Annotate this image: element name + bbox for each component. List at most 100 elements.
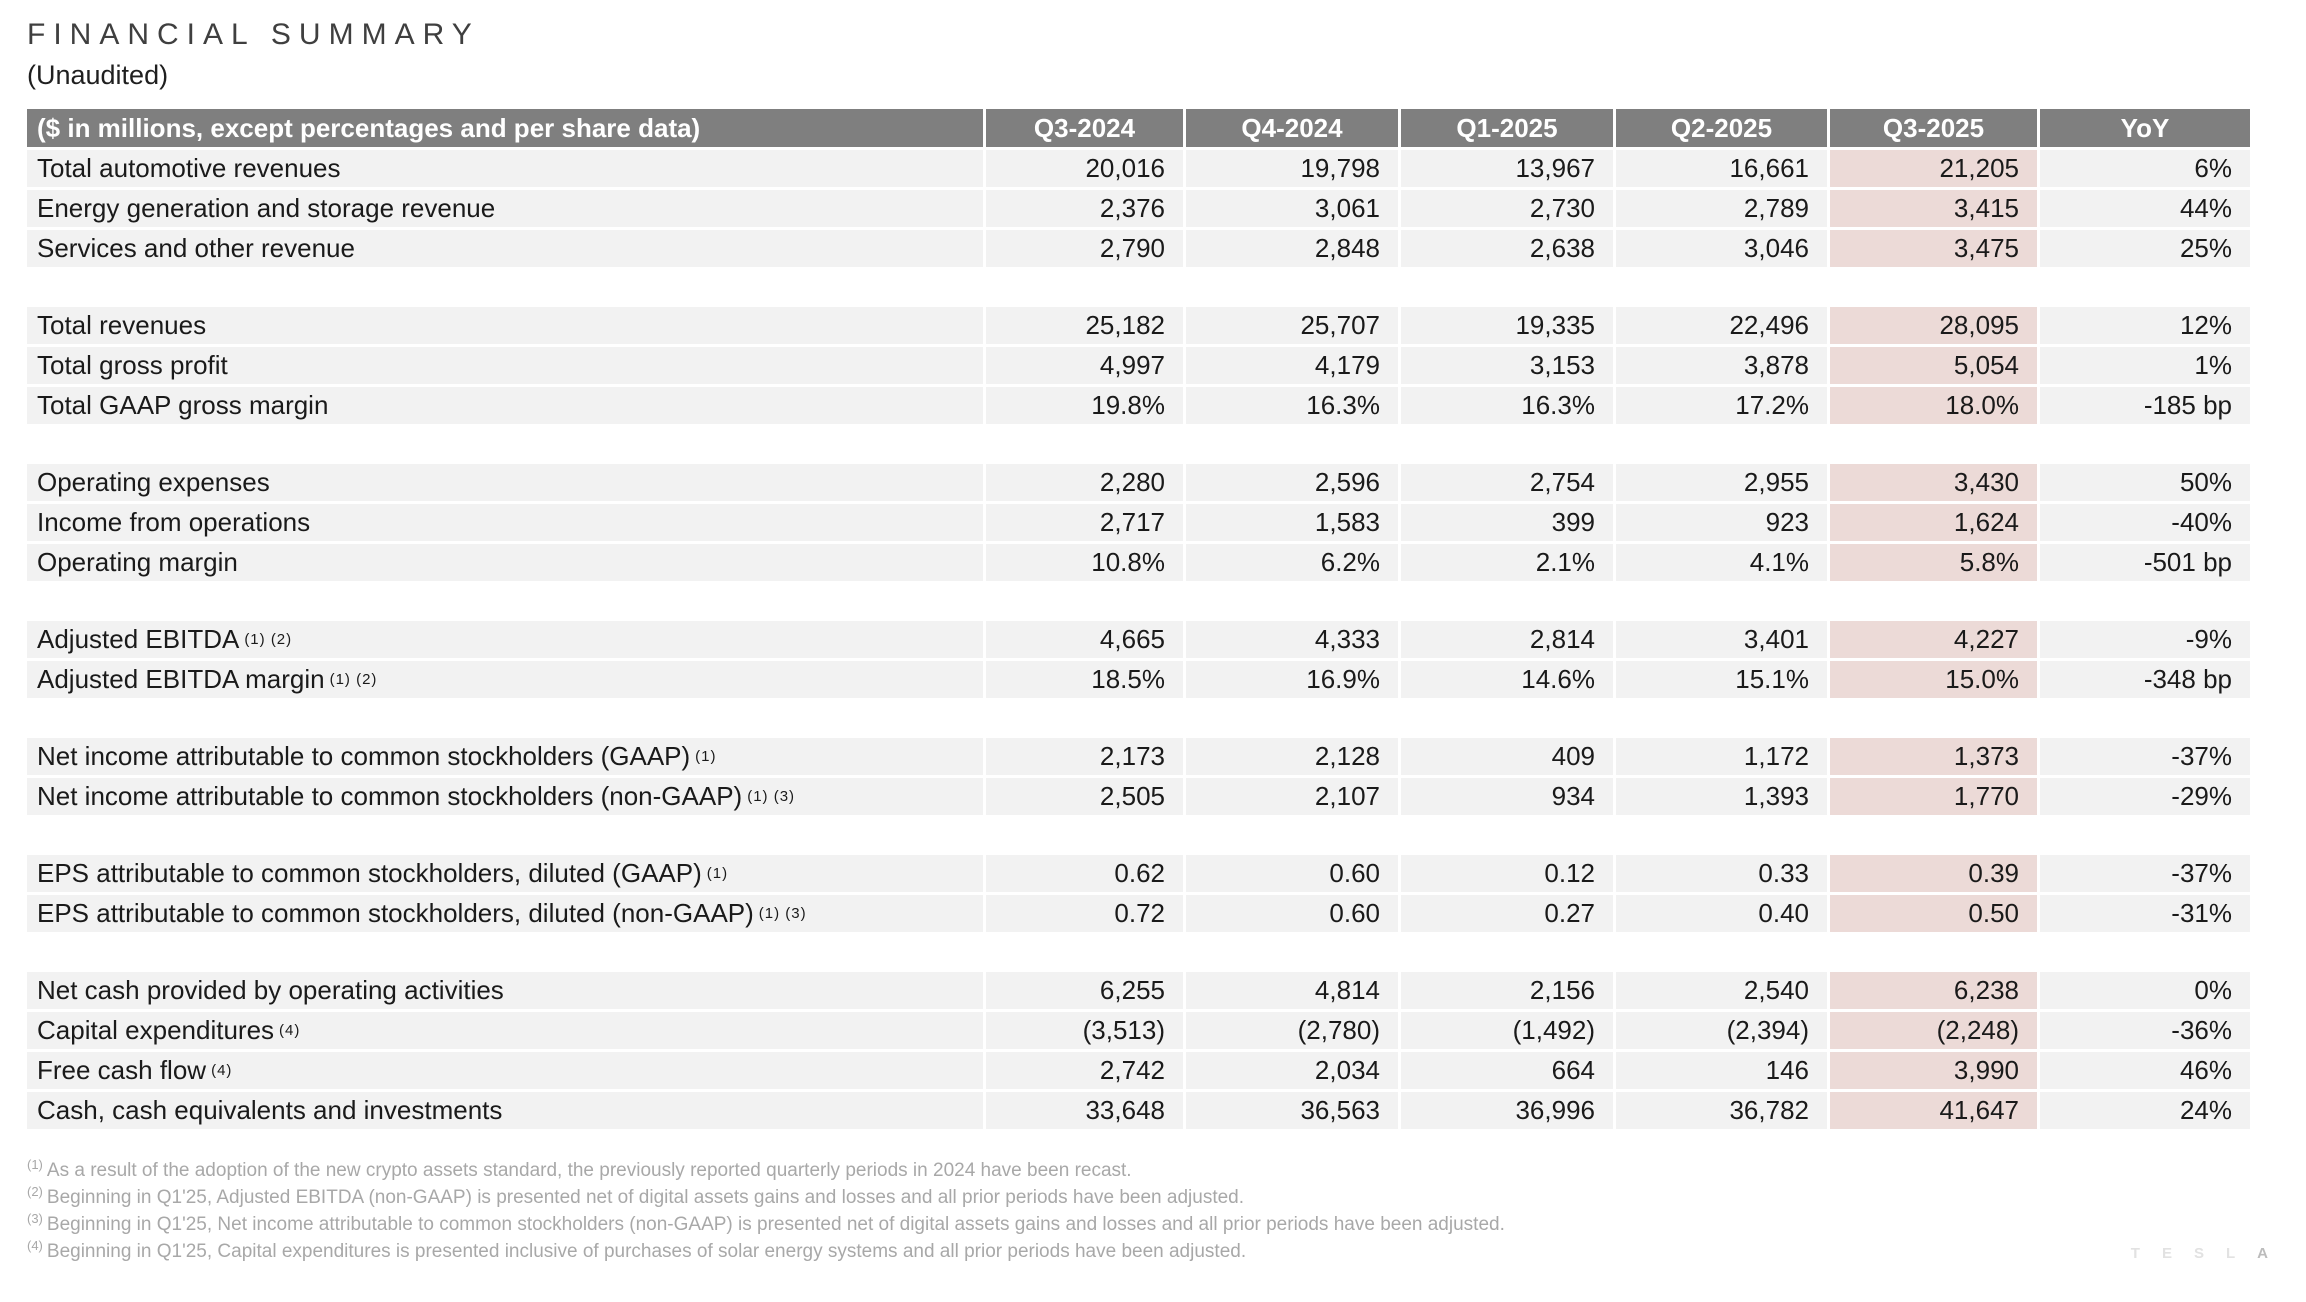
row-label: Energy generation and storage revenue (27, 190, 983, 227)
cell-value: 44% (2040, 190, 2250, 227)
cell-value: 10.8% (986, 544, 1183, 581)
row-group: Total automotive revenues 20,016 19,798 13,… (27, 150, 2250, 267)
financial-summary-table: ($ in millions, except percentages and p… (27, 109, 2250, 1129)
cell-value: 2,789 (1616, 190, 1827, 227)
cell-value: 2,107 (1186, 778, 1398, 815)
cell-value: 3,046 (1616, 230, 1827, 267)
table-row: Income from operations 2,717 1,583 399 923 1,… (27, 504, 2250, 541)
row-group: Operating expenses 2,280 2,596 2,754 2,955 3,… (27, 464, 2250, 581)
cell-value: 2,128 (1186, 738, 1398, 775)
table-header-row: ($ in millions, except percentages and p… (27, 109, 2250, 147)
cell-value: 25,182 (986, 307, 1183, 344)
row-label: EPS attributable to common stockholders,… (27, 855, 983, 892)
cell-value: 0% (2040, 972, 2250, 1009)
cell-value: 1,393 (1616, 778, 1827, 815)
table-row: Adjusted EBITDA (1) (2) 4,665 4,333 2,814 3,4… (27, 621, 2250, 658)
row-label: Operating margin (27, 544, 983, 581)
column-header-q4-2024: Q4-2024 (1186, 109, 1398, 147)
cell-value: 15.0% (1830, 661, 2037, 698)
cell-value: 1,583 (1186, 504, 1398, 541)
table-row: Energy generation and storage revenue 2,3… (27, 190, 2250, 227)
financial-summary-page: FINANCIAL SUMMARY (Unaudited) ($ in mill… (0, 20, 2306, 1302)
cell-value: 2,790 (986, 230, 1183, 267)
cell-value: 33,648 (986, 1092, 1183, 1129)
table-row: Capital expenditures (4) (3,513) (2,780) (1,… (27, 1012, 2250, 1049)
table-row: Net income attributable to common stockh… (27, 738, 2250, 775)
cell-value: -348 bp (2040, 661, 2250, 698)
column-header-q3-2024: Q3-2024 (986, 109, 1183, 147)
cell-value: 16.3% (1401, 387, 1613, 424)
cell-value: (2,248) (1830, 1012, 2037, 1049)
row-label: Net cash provided by operating activitie… (27, 972, 983, 1009)
cell-value: (2,394) (1616, 1012, 1827, 1049)
row-group: Net cash provided by operating activitie… (27, 972, 2250, 1129)
cell-value: 18.5% (986, 661, 1183, 698)
cell-value: 2,540 (1616, 972, 1827, 1009)
cell-value: 24% (2040, 1092, 2250, 1129)
cell-value: 934 (1401, 778, 1613, 815)
cell-value: 36,782 (1616, 1092, 1827, 1129)
cell-value: 12% (2040, 307, 2250, 344)
cell-value: 28,095 (1830, 307, 2037, 344)
cell-value: 5.8% (1830, 544, 2037, 581)
cell-value: 2,505 (986, 778, 1183, 815)
cell-value: -31% (2040, 895, 2250, 932)
cell-value: 0.72 (986, 895, 1183, 932)
tesla-wordmark-letter: T (2130, 1245, 2162, 1262)
cell-value: 2,280 (986, 464, 1183, 501)
cell-value: 16,661 (1616, 150, 1827, 187)
cell-value: -29% (2040, 778, 2250, 815)
cell-value: 0.50 (1830, 895, 2037, 932)
column-header-q1-2025: Q1-2025 (1401, 109, 1613, 147)
table-row: Operating margin 10.8% 6.2% 2.1% 4.1% 5.8% -50… (27, 544, 2250, 581)
column-header-yoy: YoY (2040, 109, 2250, 147)
row-label: Services and other revenue (27, 230, 983, 267)
cell-value: 2,717 (986, 504, 1183, 541)
cell-value: 0.60 (1186, 855, 1398, 892)
cell-value: 1,172 (1616, 738, 1827, 775)
cell-value: 6% (2040, 150, 2250, 187)
row-label: Free cash flow (4) (27, 1052, 983, 1089)
cell-value: 2,754 (1401, 464, 1613, 501)
cell-value: 18.0% (1830, 387, 2037, 424)
table-header-units-label: ($ in millions, except percentages and p… (27, 109, 983, 147)
cell-value: -9% (2040, 621, 2250, 658)
row-group: Net income attributable to common stockh… (27, 738, 2250, 815)
cell-value: 13,967 (1401, 150, 1613, 187)
tesla-wordmark-letter: A (2257, 1245, 2290, 1262)
table-body: Total automotive revenues 20,016 19,798 13,… (27, 150, 2250, 1129)
cell-value: 1,373 (1830, 738, 2037, 775)
column-header-q2-2025: Q2-2025 (1616, 109, 1827, 147)
tesla-wordmark-letter: E (2161, 1245, 2194, 1262)
row-label: Cash, cash equivalents and investments (27, 1092, 983, 1129)
table-row: Total revenues 25,182 25,707 19,335 22,496 28… (27, 307, 2250, 344)
cell-value: 36,996 (1401, 1092, 1613, 1129)
row-label: Total automotive revenues (27, 150, 983, 187)
cell-value: 19,798 (1186, 150, 1398, 187)
cell-value: 2,596 (1186, 464, 1398, 501)
tesla-wordmark: TESLA (2131, 1245, 2290, 1262)
cell-value: 2,638 (1401, 230, 1613, 267)
page-subtitle: (Unaudited) (27, 60, 169, 90)
column-header-q3-2025: Q3-2025 (1830, 109, 2037, 147)
cell-value: 0.33 (1616, 855, 1827, 892)
cell-value: 5,054 (1830, 347, 2037, 384)
cell-value: 6,255 (986, 972, 1183, 1009)
cell-value: 3,153 (1401, 347, 1613, 384)
row-label: Adjusted EBITDA (1) (2) (27, 621, 983, 658)
cell-value: 4.1% (1616, 544, 1827, 581)
cell-value: 0.27 (1401, 895, 1613, 932)
cell-value: 15.1% (1616, 661, 1827, 698)
cell-value: 1% (2040, 347, 2250, 384)
cell-value: 2,848 (1186, 230, 1398, 267)
table-row: Free cash flow (4) 2,742 2,034 664 146 3,990 46… (27, 1052, 2250, 1089)
footnote: (2) Beginning in Q1'25, Adjusted EBITDA (… (27, 1183, 1245, 1208)
cell-value: 50% (2040, 464, 2250, 501)
row-label: EPS attributable to common stockholders,… (27, 895, 983, 932)
cell-value: 664 (1401, 1052, 1613, 1089)
cell-value: 2,034 (1186, 1052, 1398, 1089)
cell-value: 0.12 (1401, 855, 1613, 892)
cell-value: -501 bp (2040, 544, 2250, 581)
table-row: Services and other revenue 2,790 2,848 2,63… (27, 230, 2250, 267)
cell-value: -37% (2040, 738, 2250, 775)
